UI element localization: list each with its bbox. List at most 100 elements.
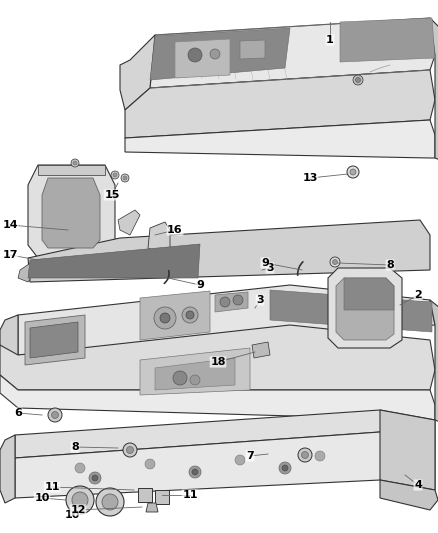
Text: 9: 9 (196, 280, 204, 290)
Polygon shape (18, 262, 36, 282)
Circle shape (127, 447, 134, 454)
Circle shape (190, 375, 200, 385)
Circle shape (111, 171, 119, 179)
Circle shape (73, 161, 77, 165)
Text: 6: 6 (14, 408, 22, 418)
Circle shape (192, 469, 198, 475)
Circle shape (279, 462, 291, 474)
Circle shape (186, 311, 194, 319)
Text: 3: 3 (266, 263, 274, 273)
Circle shape (75, 463, 85, 473)
Text: 7: 7 (246, 451, 254, 461)
Polygon shape (28, 244, 200, 278)
Polygon shape (215, 292, 248, 312)
Text: 1: 1 (326, 35, 334, 45)
Polygon shape (30, 322, 78, 358)
Polygon shape (270, 290, 432, 332)
Polygon shape (0, 375, 435, 420)
Circle shape (330, 257, 340, 267)
Polygon shape (148, 222, 170, 255)
Text: 12: 12 (70, 505, 86, 515)
Polygon shape (42, 178, 100, 248)
Polygon shape (15, 432, 435, 498)
Polygon shape (380, 480, 438, 510)
Polygon shape (430, 300, 438, 422)
Circle shape (173, 371, 187, 385)
Polygon shape (28, 165, 115, 258)
Polygon shape (140, 348, 250, 395)
Polygon shape (125, 70, 435, 138)
Polygon shape (380, 410, 435, 490)
Polygon shape (138, 488, 152, 502)
Circle shape (102, 494, 118, 510)
Circle shape (89, 472, 101, 484)
Polygon shape (38, 165, 105, 175)
Circle shape (301, 451, 308, 458)
Text: 8: 8 (386, 260, 394, 270)
Polygon shape (150, 28, 290, 80)
Circle shape (233, 295, 243, 305)
Polygon shape (25, 315, 85, 365)
Polygon shape (328, 268, 402, 348)
Text: 15: 15 (104, 190, 120, 200)
Polygon shape (150, 18, 435, 88)
Circle shape (66, 486, 94, 514)
Circle shape (235, 455, 245, 465)
Circle shape (71, 159, 79, 167)
Text: 11: 11 (182, 490, 198, 500)
Polygon shape (252, 342, 270, 358)
Text: 11: 11 (44, 482, 60, 492)
Circle shape (145, 459, 155, 469)
Circle shape (121, 174, 129, 182)
Polygon shape (146, 503, 158, 512)
Circle shape (92, 475, 98, 481)
Text: 18: 18 (210, 357, 226, 367)
Text: 8: 8 (71, 442, 79, 452)
Circle shape (154, 307, 176, 329)
Circle shape (189, 466, 201, 478)
Circle shape (347, 166, 359, 178)
Circle shape (113, 173, 117, 177)
Circle shape (356, 77, 360, 83)
Polygon shape (430, 18, 438, 160)
Text: 9: 9 (261, 258, 269, 268)
Polygon shape (125, 120, 435, 158)
Text: 10: 10 (64, 510, 80, 520)
Text: 4: 4 (414, 480, 422, 490)
Polygon shape (0, 315, 18, 362)
Polygon shape (155, 490, 169, 504)
Circle shape (188, 48, 202, 62)
Polygon shape (0, 435, 15, 503)
Text: 14: 14 (2, 220, 18, 230)
Polygon shape (120, 35, 155, 110)
Polygon shape (15, 410, 435, 458)
Polygon shape (18, 285, 435, 355)
Circle shape (182, 307, 198, 323)
Text: 3: 3 (256, 295, 264, 305)
Circle shape (210, 49, 220, 59)
Polygon shape (155, 358, 235, 390)
Circle shape (123, 443, 137, 457)
Circle shape (332, 260, 338, 264)
Circle shape (48, 408, 62, 422)
Text: 10: 10 (34, 493, 49, 503)
Text: 2: 2 (414, 290, 422, 300)
Text: 13: 13 (302, 173, 318, 183)
Circle shape (72, 492, 88, 508)
Polygon shape (175, 39, 230, 78)
Polygon shape (118, 210, 140, 235)
Text: 16: 16 (167, 225, 183, 235)
Circle shape (315, 451, 325, 461)
Polygon shape (344, 278, 394, 310)
Circle shape (123, 176, 127, 180)
Polygon shape (28, 220, 430, 282)
Circle shape (96, 488, 124, 516)
Polygon shape (0, 325, 435, 390)
Circle shape (298, 448, 312, 462)
Circle shape (350, 169, 356, 175)
Circle shape (282, 465, 288, 471)
Polygon shape (340, 18, 435, 62)
Polygon shape (240, 40, 265, 59)
Circle shape (160, 313, 170, 323)
Polygon shape (336, 278, 394, 340)
